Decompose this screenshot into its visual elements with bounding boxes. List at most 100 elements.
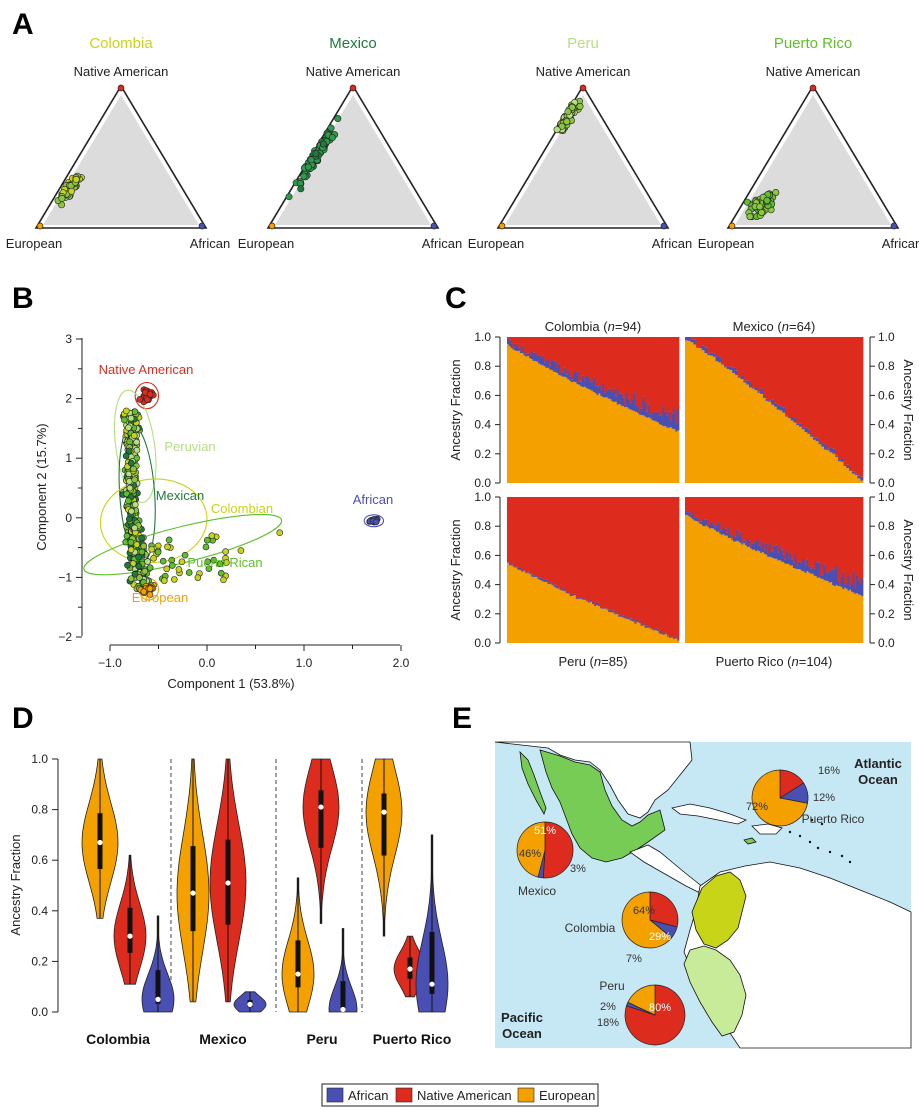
admixture-bar-native-american [603, 337, 607, 393]
pca-group-label: Puerto Rican [187, 555, 262, 570]
admixture-bar-native-american [622, 337, 625, 398]
vertex-dot-native-american [809, 84, 817, 92]
admixture-bar-european [791, 565, 794, 643]
ternary-area [505, 95, 661, 225]
pacific-ocean-label-2: Ocean [502, 1026, 542, 1041]
admixture-bar-native-american [796, 497, 799, 566]
admixture-bar-native-american [662, 497, 666, 633]
admixture-bar-european [549, 369, 552, 483]
admixture-bar-european [732, 541, 736, 643]
admixture-bar-native-american [715, 337, 719, 356]
admixture-bar-european [808, 572, 811, 643]
admixture-bar-european [569, 596, 573, 643]
admixture-bar-european [790, 420, 794, 483]
admixture-bar-native-american [815, 497, 818, 562]
admixture-bar-native-american [762, 497, 765, 543]
admixture-bar-native-american [859, 497, 862, 584]
admixture-bar-african [561, 588, 565, 591]
admixture-bar-african [555, 585, 558, 589]
map-island-dot [798, 834, 802, 838]
pca-point-admixed [130, 432, 138, 439]
admixture-bar-native-american [543, 337, 546, 363]
admixture-bar-african [662, 632, 666, 635]
pie-slice-european [516, 821, 546, 878]
admixture-bar-african [538, 354, 541, 364]
ternary-vertex-right: African [882, 236, 919, 251]
admixture-bar-african [784, 559, 787, 564]
admixture-bar-native-american [808, 497, 811, 567]
admixture-bar-african [732, 535, 736, 542]
vertex-dot-african [198, 222, 206, 230]
violin-y-tick-label: 0.0 [31, 1005, 48, 1019]
admixture-bar-african [845, 582, 848, 589]
pca-point-puerto-rican [205, 565, 213, 572]
admixture-bar-european [653, 420, 656, 483]
admixture-bar-european [536, 361, 539, 483]
admixture-bar-european [654, 630, 658, 643]
admixture-bar-african [748, 382, 753, 388]
admixture-bar-native-american [726, 337, 730, 367]
admixture-bar-african [581, 597, 585, 600]
admixture-bar-native-american [578, 337, 581, 382]
admixture-bar-native-american [664, 497, 668, 634]
admixture-bar-native-american [527, 337, 530, 354]
vertex-dot-european [36, 222, 44, 230]
pca-point-puerto-rican [204, 558, 211, 566]
admixture-bar-native-american [521, 337, 524, 346]
admixture-bar-european [727, 538, 730, 643]
admixture-bar-european [608, 611, 611, 643]
admixture-bar-native-american [774, 497, 777, 546]
pie-value-label: 18% [597, 1017, 619, 1029]
admixture-right-tick-label: 0.0 [878, 476, 895, 490]
admixture-bar-european [828, 582, 831, 643]
admixture-bar-european [662, 634, 666, 643]
admixture-bar-african [514, 343, 517, 351]
pca-point-puerto-rican [165, 536, 173, 544]
admixture-bar-native-american [718, 337, 722, 357]
admixture-right-tick-label: 0.2 [878, 447, 895, 461]
admixture-bar-native-american [776, 337, 780, 405]
admixture-bar-african [545, 360, 548, 368]
admixture-bar-european [571, 382, 574, 483]
pca-point-admixed [135, 562, 142, 570]
admixture-bar-native-american [671, 337, 674, 414]
admixture-bar-european [758, 551, 761, 643]
admixture-bar-european [642, 415, 645, 483]
admixture-bar-native-american [602, 337, 605, 384]
admixture-bar-native-american [806, 497, 809, 560]
vertex-dot-african [890, 222, 898, 230]
admixture-bar-african [547, 360, 550, 368]
admixture-bar-native-american [585, 337, 588, 376]
admixture-bar-native-american [600, 497, 603, 609]
admixture-bar-african [753, 542, 756, 550]
admixture-bar-european [613, 401, 616, 483]
admixture-bar-native-american [549, 497, 552, 582]
admixture-title-name: Mexico [733, 319, 774, 334]
admixture-bar-native-american [612, 497, 615, 611]
admixture-title-n: 85 [609, 654, 623, 669]
admixture-bar-european [720, 534, 724, 643]
admixture-bar-european [826, 450, 831, 483]
admixture-bar-native-american [608, 497, 611, 610]
violin-group-label: Puerto Rico [373, 1031, 452, 1047]
admixture-bar-african [854, 473, 858, 475]
admixture-bar-european [774, 406, 778, 483]
admixture-bar-native-american [624, 337, 627, 405]
admixture-bar-native-american [824, 337, 828, 445]
admixture-bar-european [715, 361, 719, 483]
admixture-bar-native-american [594, 497, 597, 606]
admixture-bar-european [583, 386, 587, 483]
admixture-bar-european [743, 543, 746, 643]
admixture-bar-native-american [744, 497, 748, 543]
admixture-bar-african [587, 377, 590, 389]
admixture-bar-african [796, 423, 800, 426]
admixture-bar-european [854, 474, 858, 483]
admixture-bar-african [793, 418, 797, 423]
admixture-bar-native-american [565, 497, 569, 592]
admixture-bar-european [517, 569, 520, 643]
admixture-bar-african [815, 437, 819, 442]
admixture-bar-african [791, 559, 794, 566]
admixture-bar-european [517, 350, 521, 483]
admixture-bar-european [712, 528, 715, 643]
admixture-bar-african [549, 581, 552, 584]
